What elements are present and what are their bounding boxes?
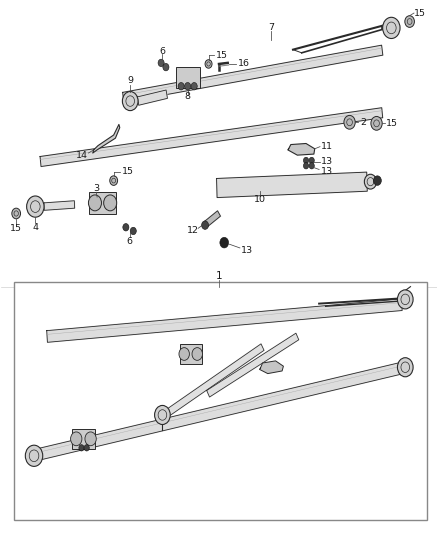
Text: 8: 8 — [185, 92, 191, 101]
Circle shape — [309, 163, 314, 169]
Circle shape — [371, 116, 382, 130]
Circle shape — [309, 157, 314, 164]
Text: 10: 10 — [254, 195, 266, 204]
Polygon shape — [288, 143, 315, 155]
Circle shape — [405, 15, 414, 27]
Text: 1: 1 — [215, 271, 223, 281]
Bar — [89, 192, 116, 214]
Circle shape — [304, 163, 309, 169]
Circle shape — [104, 195, 117, 211]
Polygon shape — [93, 124, 120, 153]
Bar — [14, 282, 427, 520]
Polygon shape — [207, 333, 299, 397]
Bar — [176, 67, 200, 88]
Polygon shape — [205, 211, 220, 227]
Circle shape — [220, 237, 229, 248]
Circle shape — [192, 348, 202, 360]
Text: 11: 11 — [321, 142, 332, 151]
Text: 15: 15 — [386, 119, 398, 128]
Circle shape — [158, 59, 164, 67]
Circle shape — [79, 445, 84, 451]
Text: 15: 15 — [216, 51, 228, 60]
Text: 16: 16 — [238, 60, 250, 68]
Circle shape — [123, 223, 129, 231]
Text: 13: 13 — [241, 246, 253, 255]
Circle shape — [205, 60, 212, 68]
Circle shape — [12, 208, 21, 219]
Text: 15: 15 — [414, 9, 426, 18]
Circle shape — [71, 432, 82, 446]
Circle shape — [397, 358, 413, 377]
Text: 2: 2 — [360, 118, 367, 127]
Text: 3: 3 — [93, 183, 99, 192]
Polygon shape — [123, 45, 383, 102]
Text: 15: 15 — [122, 167, 134, 176]
Circle shape — [84, 445, 89, 451]
Text: 6: 6 — [159, 47, 166, 56]
Circle shape — [88, 195, 102, 211]
Circle shape — [178, 83, 184, 90]
Text: 7: 7 — [268, 23, 274, 32]
Circle shape — [163, 63, 169, 71]
Text: 6: 6 — [127, 237, 133, 246]
Circle shape — [201, 221, 208, 229]
Circle shape — [191, 83, 197, 90]
Text: 12: 12 — [187, 226, 199, 235]
Text: 9: 9 — [127, 76, 133, 85]
Polygon shape — [138, 90, 167, 105]
Text: 13: 13 — [321, 166, 333, 175]
Polygon shape — [44, 201, 75, 211]
Circle shape — [130, 227, 136, 235]
Circle shape — [25, 445, 43, 466]
Text: 15: 15 — [10, 224, 22, 233]
Circle shape — [185, 83, 191, 90]
Polygon shape — [259, 361, 283, 374]
Text: 4: 4 — [32, 223, 39, 232]
Circle shape — [122, 92, 138, 111]
Circle shape — [383, 17, 400, 38]
Circle shape — [344, 115, 355, 129]
Polygon shape — [216, 172, 367, 198]
Text: 13: 13 — [321, 157, 333, 166]
Polygon shape — [163, 344, 264, 418]
Circle shape — [155, 406, 170, 424]
Circle shape — [364, 174, 377, 189]
Polygon shape — [40, 108, 383, 166]
Polygon shape — [47, 299, 402, 342]
Circle shape — [110, 176, 117, 185]
Polygon shape — [36, 361, 406, 461]
Circle shape — [27, 196, 44, 217]
Bar — [72, 429, 95, 449]
Text: 14: 14 — [76, 151, 88, 160]
Circle shape — [179, 348, 189, 360]
Circle shape — [397, 290, 413, 309]
Bar — [180, 344, 201, 364]
Circle shape — [374, 176, 381, 185]
Circle shape — [85, 432, 96, 446]
Circle shape — [304, 157, 309, 164]
